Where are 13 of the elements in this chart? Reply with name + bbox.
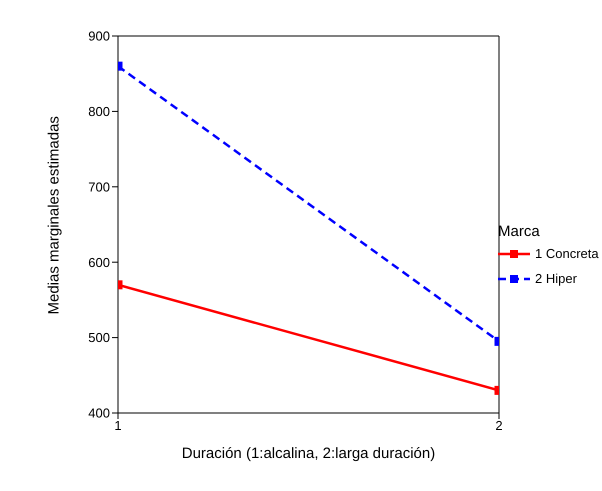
y-tick-label: 600 xyxy=(88,254,110,270)
y-tick-label: 900 xyxy=(88,28,110,44)
y-tick-label: 800 xyxy=(88,104,110,120)
y-axis-title: Medias marginales estimadas xyxy=(45,116,62,314)
x-tick-label: 2 xyxy=(495,418,503,434)
x-tick-label: 1 xyxy=(114,418,122,434)
legend-label: 2 Hiper xyxy=(535,271,577,286)
y-tick-label: 700 xyxy=(88,179,110,194)
legend-title: Marca xyxy=(498,223,541,240)
x-axis-title: Duración (1:alcalina, 2:larga duración) xyxy=(182,445,436,462)
y-tick-label: 500 xyxy=(88,330,110,346)
legend-label: 1 Concreta xyxy=(535,246,599,261)
y-tick-label: 400 xyxy=(88,406,110,421)
